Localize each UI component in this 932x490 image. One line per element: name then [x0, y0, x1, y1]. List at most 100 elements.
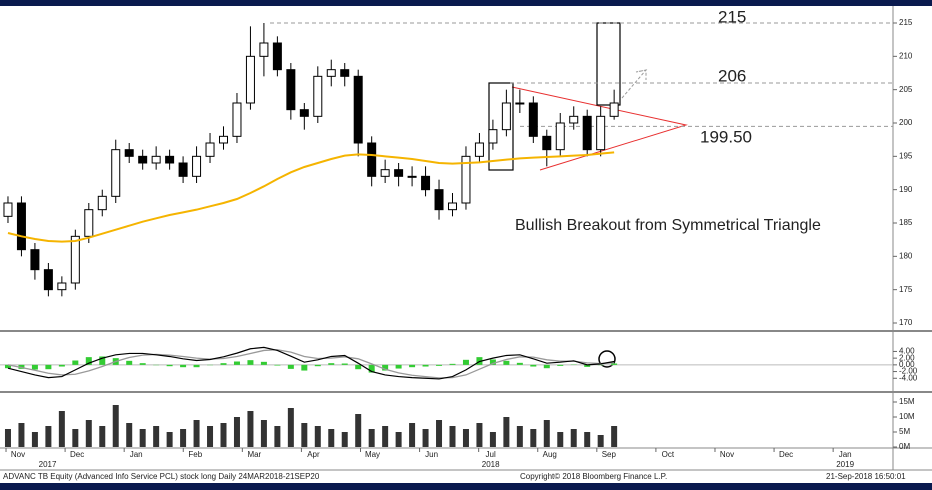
- volume-bar: [247, 411, 254, 447]
- candle-body: [367, 142, 377, 177]
- candle-body: [569, 115, 579, 124]
- macd-hist-bar: [193, 364, 200, 368]
- volume-bar: [287, 408, 294, 447]
- macd-hist-bar: [139, 363, 146, 365]
- x-tick-label: Jul: [486, 450, 496, 459]
- macd-hist-bar: [382, 364, 389, 371]
- macd-hist-bar: [126, 360, 133, 365]
- candle-body: [245, 55, 255, 104]
- volume-bar: [462, 429, 469, 447]
- candle-body: [232, 102, 242, 137]
- candle-body: [299, 109, 309, 117]
- volume-bar: [18, 423, 25, 447]
- x-tick-label: Aug: [543, 450, 557, 459]
- x-tick-label: Mar: [247, 450, 261, 459]
- y-tick-label: 215: [899, 18, 913, 27]
- volume-bar: [355, 414, 362, 447]
- macd-hist-bar: [260, 361, 267, 365]
- macd-hist-bar: [368, 364, 375, 373]
- volume-bar: [449, 426, 456, 447]
- volume-bar: [45, 426, 52, 447]
- macd-hist-bar: [584, 364, 591, 367]
- x-tick-label: Jan: [839, 450, 852, 459]
- candle-body: [138, 155, 148, 164]
- volume-bar: [382, 426, 389, 447]
- macd-line: [7, 346, 615, 380]
- macd-hist-bar: [409, 364, 416, 368]
- y-tick-label: 210: [899, 51, 913, 60]
- macd-hist-bar: [85, 357, 92, 365]
- macd-hist-bar: [395, 364, 402, 369]
- macd-hist-bar: [287, 364, 294, 369]
- macd-hist-bar: [355, 364, 362, 370]
- footer-center: Copyright© 2018 Bloomberg Finance L.P.: [520, 472, 667, 481]
- candle-body: [3, 202, 13, 217]
- volume-bar: [422, 429, 429, 447]
- y-tick-label: 190: [899, 185, 913, 194]
- x-tick-label: Jan: [130, 450, 143, 459]
- macd-hist-bar: [436, 364, 443, 366]
- candle-body: [205, 142, 215, 157]
- candle-body: [488, 129, 498, 144]
- y-tick-label: 10M: [899, 412, 915, 421]
- candle-body: [16, 202, 26, 251]
- macd-hist-bar: [72, 360, 79, 365]
- top-bar: [0, 0, 932, 6]
- candle-body: [57, 282, 67, 291]
- candle-body: [313, 75, 323, 117]
- candle-body: [609, 102, 619, 117]
- candle-body: [111, 149, 121, 197]
- macd-hist-bar: [220, 363, 227, 365]
- macd-hist-bar: [489, 359, 496, 365]
- macd-hist-bar: [247, 360, 254, 365]
- macd-hist-bar: [45, 364, 52, 370]
- volume-bar: [31, 432, 38, 447]
- volume-bar: [543, 420, 550, 447]
- candle-body: [501, 102, 511, 131]
- volume-bar: [112, 405, 119, 447]
- volume-bar: [180, 429, 187, 447]
- candle-body: [30, 249, 40, 271]
- volume-bar: [72, 429, 79, 447]
- volume-bar: [126, 423, 133, 447]
- candle-body: [582, 115, 592, 151]
- macd-hist-bar: [274, 364, 281, 366]
- moving-average: [7, 151, 615, 243]
- macd-hist-bar: [18, 364, 25, 369]
- candle-body: [178, 162, 188, 177]
- candle-body: [596, 115, 606, 151]
- candle-body: [461, 155, 471, 204]
- y-tick-label: 4.00: [899, 347, 915, 356]
- volume-bar: [99, 426, 106, 447]
- annotation: Bullish Breakout from Symmetrical Triang…: [515, 217, 821, 234]
- candle-body: [192, 155, 202, 177]
- volume-bar: [139, 429, 146, 447]
- candle-body: [70, 235, 80, 284]
- candle-body: [97, 195, 107, 211]
- x-tick-label: Sep: [602, 450, 617, 459]
- candle-body: [165, 155, 175, 164]
- level-label: 215: [718, 7, 746, 26]
- candle-body: [542, 135, 552, 151]
- volume-bar: [220, 423, 227, 447]
- candle-body: [474, 142, 484, 157]
- volume-bar: [395, 432, 402, 447]
- level-label: 206: [718, 66, 746, 85]
- x-tick-label: Nov: [720, 450, 734, 459]
- volume-bar: [597, 435, 604, 447]
- macd-hist-bar: [516, 362, 523, 365]
- volume-bar: [314, 426, 321, 447]
- macd-hist-bar: [611, 363, 618, 365]
- y-tick-label: 205: [899, 85, 913, 94]
- volume-bar: [153, 426, 160, 447]
- candle-body: [219, 135, 229, 144]
- volume-bar: [58, 411, 65, 447]
- macd-hist-bar: [557, 364, 564, 366]
- macd-hist-bar: [166, 364, 173, 367]
- candle-body: [421, 175, 431, 191]
- macd-hist-bar: [314, 364, 321, 367]
- volume-bar: [557, 432, 564, 447]
- candle-body: [434, 189, 444, 211]
- x-tick-label: Apr: [307, 450, 320, 459]
